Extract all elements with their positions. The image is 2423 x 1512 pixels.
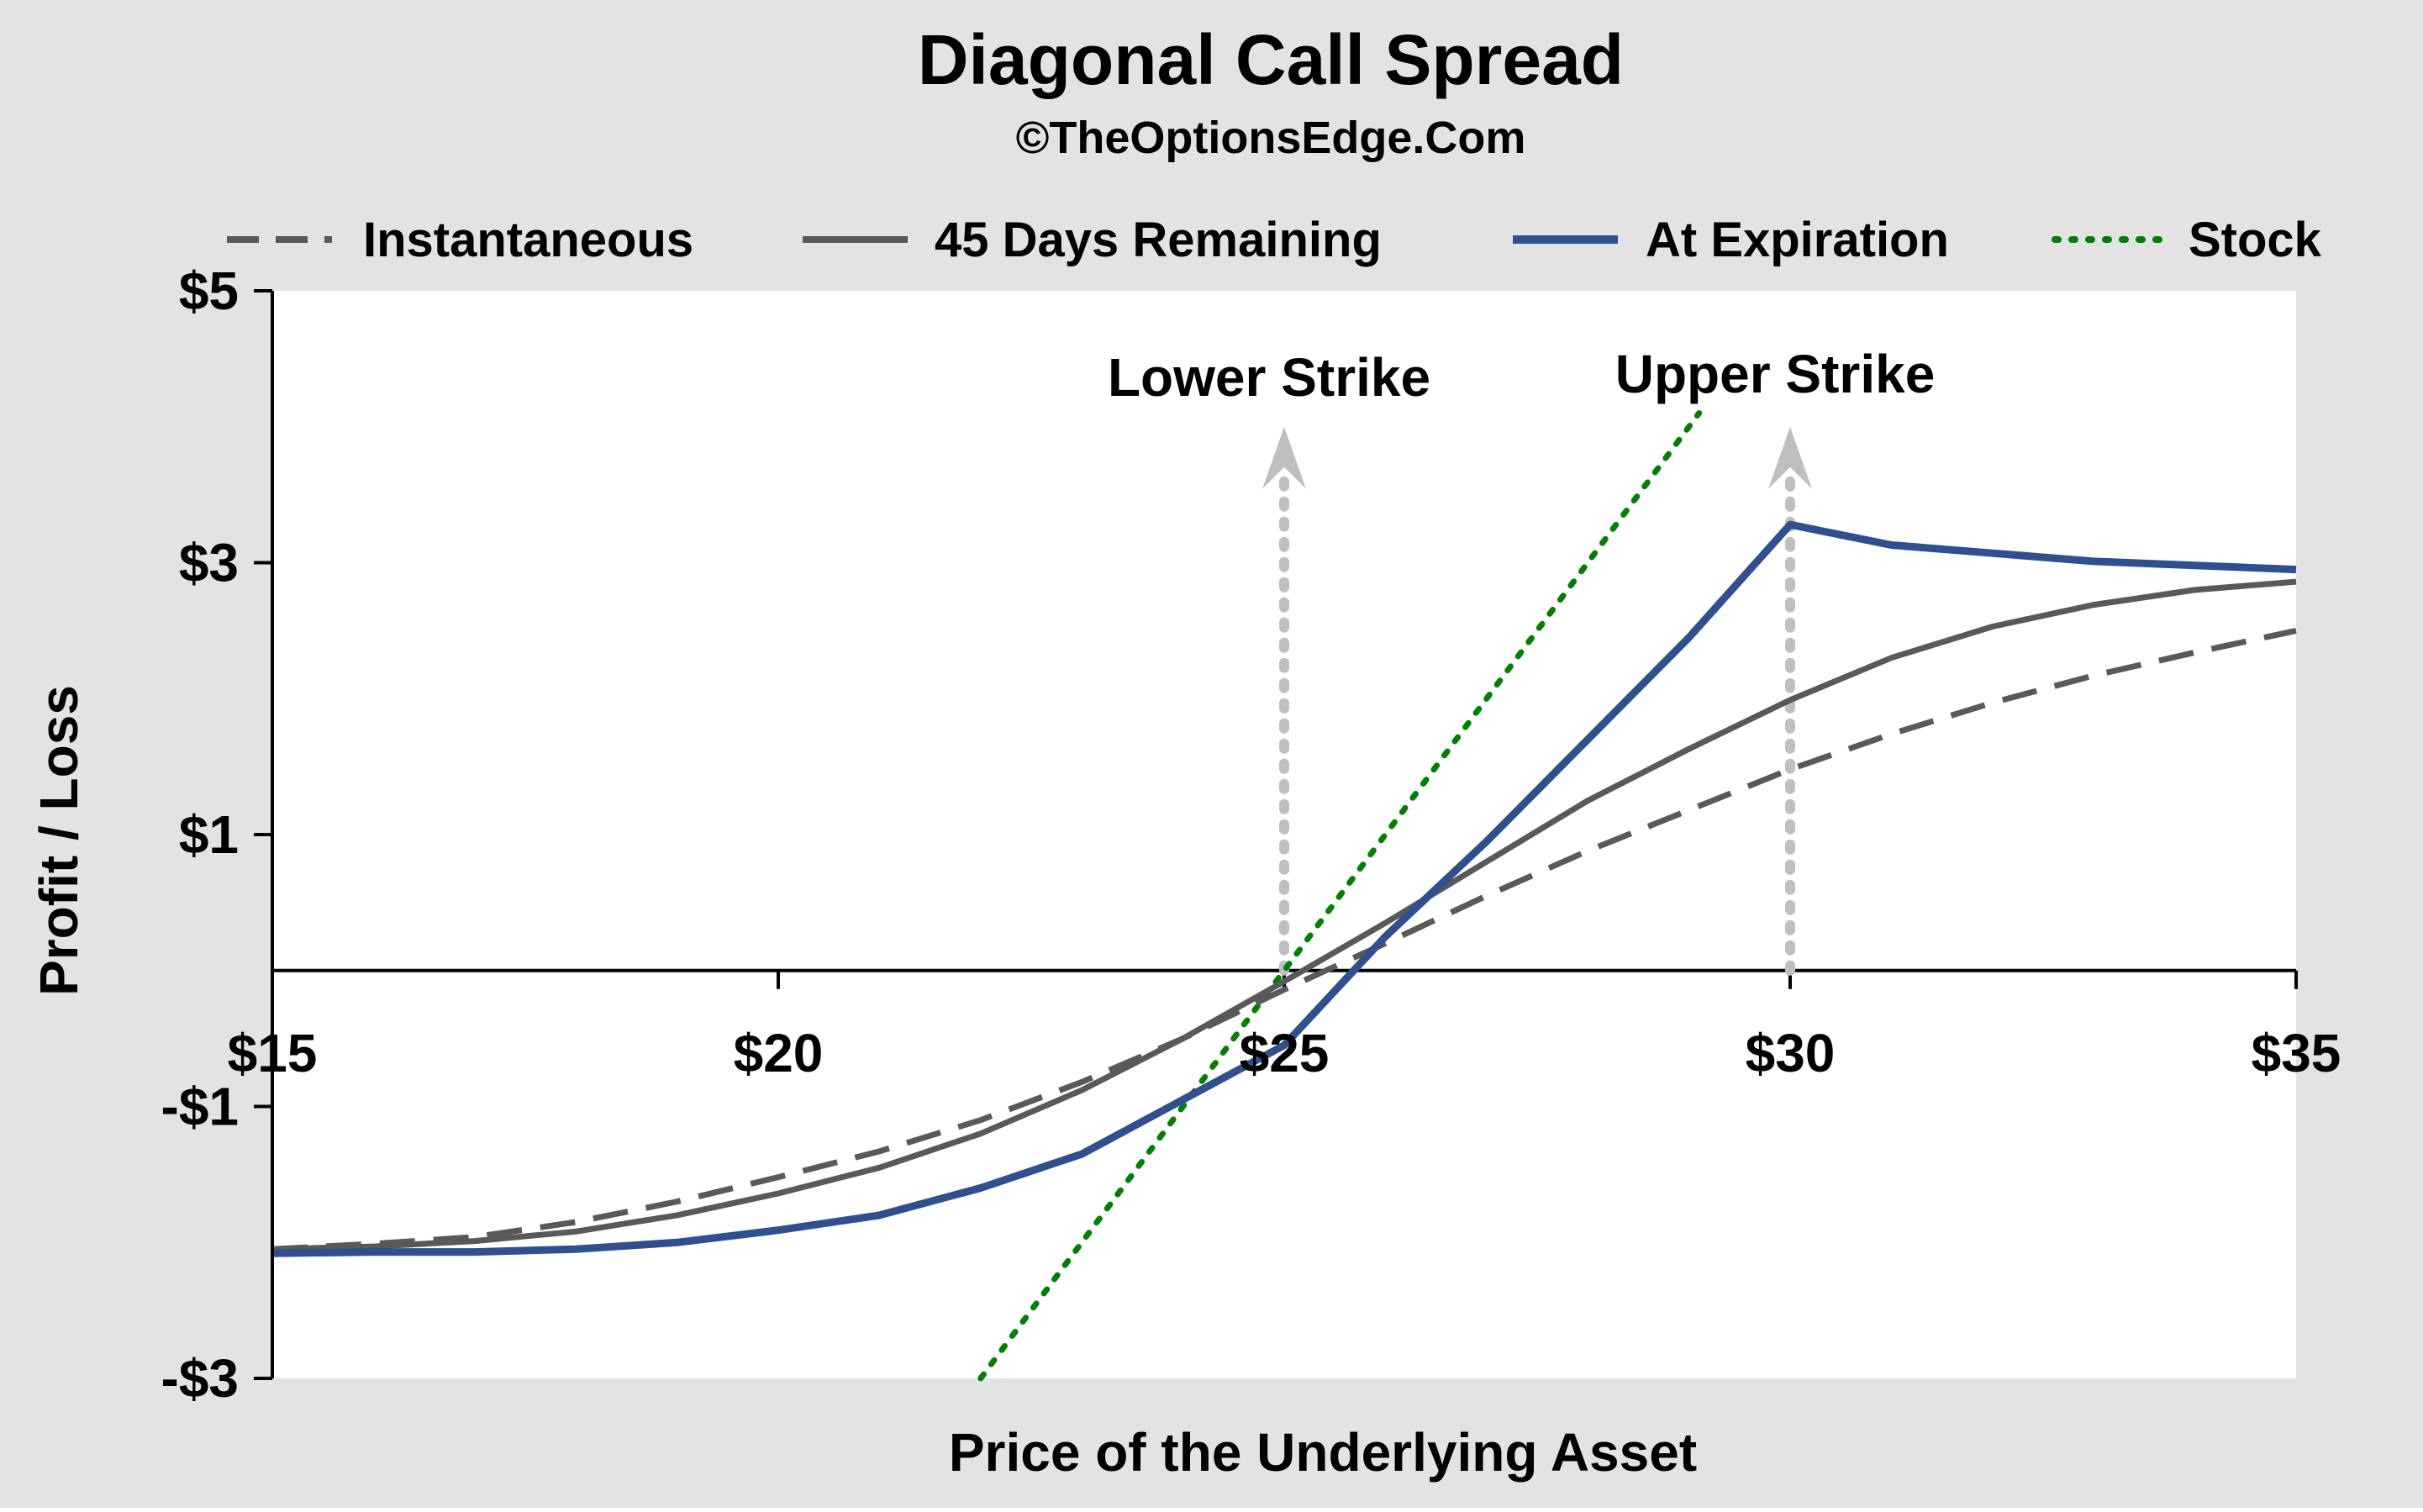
series-line-stock	[977, 410, 1703, 1382]
legend: Instantaneous 45 Days Remaining At Expirat…	[227, 213, 2322, 267]
x-tick-label: $20	[734, 1023, 824, 1083]
strike-marker-arrow	[1768, 426, 1812, 489]
x-tick-label: $15	[228, 1023, 318, 1083]
x-axis-title: Price of the Underlying Asset	[949, 1422, 1697, 1483]
series-line-45-days-remaining	[271, 578, 2297, 1252]
x-tick-label: $25	[1240, 1023, 1330, 1083]
x-tick-label: $35	[2252, 1023, 2341, 1083]
legend-label: 45 Days Remaining	[935, 213, 1382, 267]
x-tick-label: $30	[1746, 1023, 1836, 1083]
axes: $5 $3 $1 -$1 -$3 $15 $20 $25 $30 $35	[161, 261, 2341, 1409]
strike-markers: Lower Strike Upper Strike	[1108, 344, 1936, 976]
plot-area	[272, 291, 2296, 1378]
strike-marker-arrow	[1262, 426, 1306, 489]
series-layer	[271, 410, 2297, 1382]
y-tick-label: $3	[179, 533, 239, 593]
legend-label: At Expiration	[1646, 213, 1949, 267]
series-line-instantaneous	[271, 627, 2297, 1252]
y-tick-label: $5	[179, 261, 239, 321]
chart-subtitle: ©TheOptionsEdge.Com	[1016, 113, 1526, 163]
legend-label: Instantaneous	[363, 213, 693, 267]
legend-label: Stock	[2189, 213, 2322, 267]
chart-title: Diagonal Call Spread	[918, 20, 1624, 99]
strike-label: Lower Strike	[1108, 347, 1430, 408]
strike-label: Upper Strike	[1615, 344, 1936, 404]
y-tick-label: -$1	[161, 1077, 240, 1137]
y-axis-title: Profit / Loss	[29, 685, 89, 996]
y-tick-label: -$3	[161, 1348, 240, 1409]
series-line-at-expiration	[271, 520, 2297, 1257]
y-tick-label: $1	[179, 804, 239, 865]
